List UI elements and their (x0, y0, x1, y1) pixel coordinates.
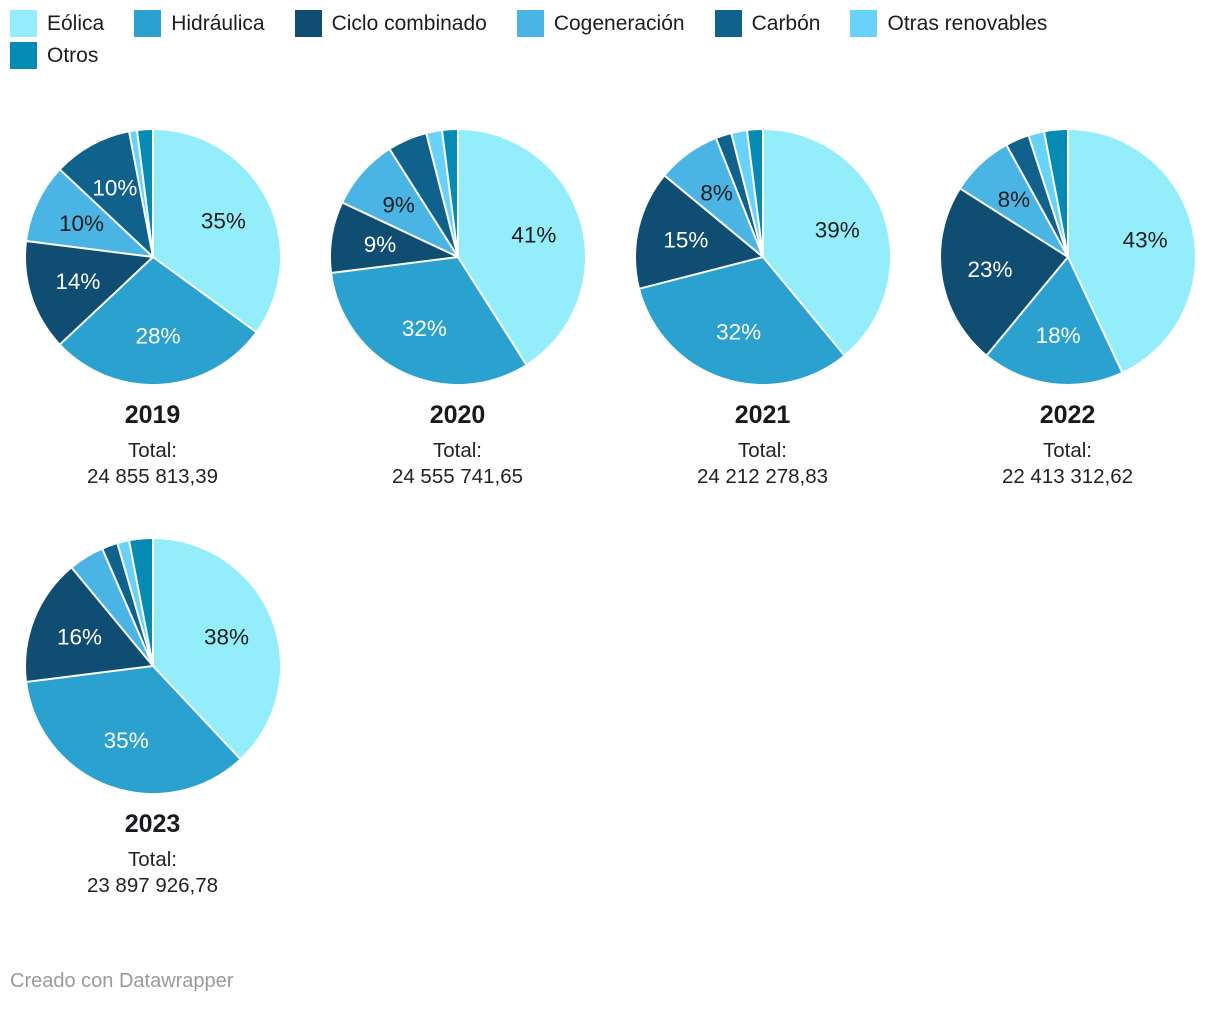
total-label: Total: (127, 848, 177, 871)
slice-label-2022-ciclo-combinado: 23% (967, 257, 1012, 282)
legend-swatch-otras-renovables (850, 10, 878, 37)
total-value: 24 212 278,83 (696, 465, 829, 488)
slice-label-2021-hidraulica: 32% (716, 320, 761, 345)
slice-label-2021-cogeneracion: 8% (700, 181, 733, 206)
legend-label-eolica: Eólica (47, 11, 105, 35)
legend-label-ciclo-combinado: Ciclo combinado (331, 11, 487, 35)
legend-swatch-cogeneracion (516, 10, 544, 37)
pie-chart-2021: 39% 32% 15% 8% 2021 Total: 24 212 278,83 (610, 127, 915, 490)
total-value: 24 855 813,39 (86, 465, 219, 488)
total-label: Total: (1042, 439, 1092, 462)
legend-item-eolica: Eólica (10, 10, 104, 37)
slice-label-2022-cogeneracion: 8% (997, 187, 1030, 212)
pie-chart-2023: 38% 35% 16% 2023 Total: 23 897 926,78 (0, 536, 305, 899)
pie-slice-2021-eolica[interactable] (762, 130, 890, 355)
pie-chart-2020: 41% 32% 9% 9% 2020 Total: 24 555 741,65 (305, 127, 610, 490)
slice-label-2019-eolica: 35% (200, 209, 245, 234)
legend-row: Eólica Hidráulica Ciclo combinado Cogenerac… (10, 10, 1047, 37)
slice-label-2022-hidraulica: 18% (1035, 323, 1080, 348)
legend-label-hidraulica: Hidráulica (171, 11, 265, 35)
year-label-2020: 2020 (429, 401, 486, 429)
pie-slice-2023-hidraulica[interactable] (26, 666, 240, 794)
legend-item-cogeneracion: Cogeneración (516, 10, 685, 37)
pie-chart-2022: 43% 18% 23% 8% 2022 Total: 22 413 312,62 (915, 127, 1220, 490)
slice-label-2019-ciclo-combinado: 14% (55, 269, 100, 294)
slice-label-2019-carbon: 10% (92, 175, 137, 200)
pie-2022: 43% 18% 23% 8% (940, 130, 1195, 384)
legend-swatch-ciclo-combinado (294, 10, 322, 37)
total-label: Total: (737, 439, 787, 462)
legend-swatch-hidraulica (134, 10, 162, 37)
slice-label-2020-hidraulica: 32% (401, 316, 446, 341)
legend-swatch-eolica (10, 10, 37, 37)
slice-label-2023-ciclo-combinado: 16% (56, 624, 101, 649)
legend-item-ciclo-combinado: Ciclo combinado (294, 10, 487, 37)
year-label-2022: 2022 (1039, 401, 1096, 429)
total-block-2021: Total: 24 212 278,83 (697, 438, 828, 490)
slice-label-2020-eolica: 41% (511, 223, 556, 248)
legend-item-hidraulica: Hidráulica (134, 10, 265, 37)
legend-item-otras-renovables: Otras renovables (850, 10, 1047, 37)
attribution: Creado con Datawrapper (10, 970, 233, 993)
legend-label-otros: Otros (47, 43, 99, 67)
year-label-2023: 2023 (124, 810, 181, 838)
legend-swatch-carbon (714, 10, 742, 37)
slice-label-2022-eolica: 43% (1122, 227, 1167, 252)
slice-label-2020-ciclo-combinado: 9% (363, 232, 396, 257)
slice-label-2019-cogeneracion: 10% (58, 211, 103, 236)
total-label: Total: (432, 439, 482, 462)
legend-row: Otros (10, 42, 1047, 69)
total-block-2019: Total: 24 855 813,39 (87, 438, 218, 490)
slice-label-2021-ciclo-combinado: 15% (663, 227, 708, 252)
total-block-2022: Total: 22 413 312,62 (1002, 438, 1133, 490)
slice-label-2020-cogeneracion: 9% (382, 192, 415, 217)
legend-item-carbon: Carbón (714, 10, 821, 37)
slice-label-2021-eolica: 39% (814, 218, 859, 243)
legend-label-otras-renovables: Otras renovables (887, 11, 1048, 35)
legend: Eólica Hidráulica Ciclo combinado Cogenerac… (10, 10, 1047, 74)
total-block-2023: Total: 23 897 926,78 (87, 847, 218, 899)
legend-label-cogeneracion: Cogeneración (553, 11, 685, 35)
legend-item-otros: Otros (10, 42, 98, 69)
attribution-link[interactable]: Creado con Datawrapper (10, 970, 234, 992)
slice-label-2023-eolica: 38% (203, 624, 248, 649)
slice-label-2023-hidraulica: 35% (103, 728, 148, 753)
pie-2021: 39% 32% 15% 8% (635, 130, 890, 385)
year-label-2019: 2019 (124, 401, 181, 429)
slice-label-2019-hidraulica: 28% (135, 323, 180, 348)
total-value: 23 897 926,78 (86, 874, 219, 897)
pie-2019: 35% 28% 14% 10% 10% (25, 130, 280, 385)
legend-label-carbon: Carbón (751, 11, 821, 35)
total-value: 24 555 741,65 (391, 465, 524, 488)
pie-slice-2023-eolica[interactable] (152, 539, 280, 759)
total-value: 22 413 312,62 (1001, 465, 1134, 488)
pie-charts-grid: 35% 28% 14% 10% 10% 2019 Total: 24 855 813,39 41… (0, 127, 1220, 899)
year-label-2021: 2021 (734, 401, 791, 429)
pie-chart-2019: 35% 28% 14% 10% 10% 2019 Total: 24 855 813,39 (0, 127, 305, 490)
pie-2023: 38% 35% 16% (25, 539, 280, 794)
legend-swatch-otros (10, 42, 37, 69)
total-block-2020: Total: 24 555 741,65 (392, 438, 523, 490)
pie-2020: 41% 32% 9% 9% (330, 130, 585, 385)
total-label: Total: (127, 439, 177, 462)
